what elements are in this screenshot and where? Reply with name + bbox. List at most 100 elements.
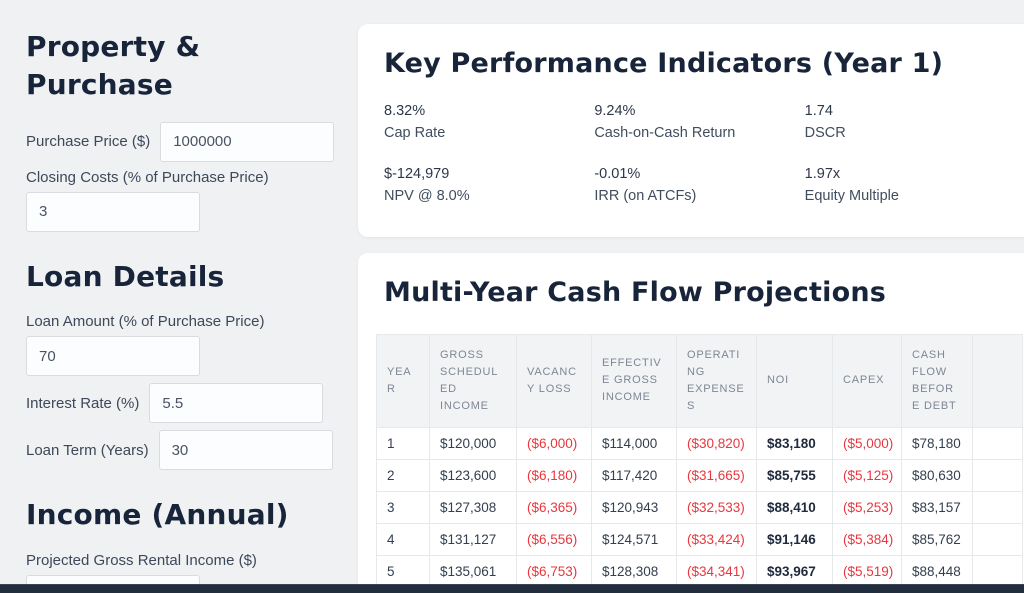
cell-gross-scheduled-income: $135,061 bbox=[429, 554, 517, 588]
cell-effective-gross-income: $128,308 bbox=[591, 554, 677, 588]
cell-clipped bbox=[972, 426, 1023, 460]
table-row-year-2: 2 $123,600 ($6,180) $117,420 ($31,665) $… bbox=[376, 458, 1023, 492]
cell-year: 1 bbox=[376, 426, 430, 460]
cell-year: 3 bbox=[376, 490, 430, 524]
cell-capex: ($5,253) bbox=[832, 490, 902, 524]
cell-operating-expenses: ($34,341) bbox=[676, 554, 757, 588]
cell-capex: ($5,519) bbox=[832, 554, 902, 588]
section-title-property-purchase: Property & Purchase bbox=[26, 30, 201, 101]
cell-clipped bbox=[972, 554, 1023, 588]
col-header-vacancy-loss: VACANCY LOSS bbox=[516, 333, 592, 428]
results-column: Key Performance Indicators (Year 1) 8.32… bbox=[358, 0, 1024, 593]
table-row-year-1: 1 $120,000 ($6,000) $114,000 ($30,820) $… bbox=[376, 426, 1023, 460]
field-loan-amount: Loan Amount (% of Purchase Price) bbox=[26, 313, 328, 377]
cell-effective-gross-income: $114,000 bbox=[591, 426, 677, 460]
projections-card: Multi-Year Cash Flow Projections YEAR GR… bbox=[358, 252, 1024, 593]
kpi-cash-on-cash: 9.24% Cash-on-Cash Return bbox=[594, 101, 804, 144]
table-row-year-3: 3 $127,308 ($6,365) $120,943 ($32,533) $… bbox=[376, 490, 1023, 524]
cell-operating-expenses: ($33,424) bbox=[676, 522, 757, 556]
closing-costs-input[interactable] bbox=[26, 191, 200, 232]
cell-gross-scheduled-income: $123,600 bbox=[429, 458, 517, 492]
section-title-income-annual: Income (Annual) bbox=[26, 498, 289, 532]
kpi-card: Key Performance Indicators (Year 1) 8.32… bbox=[358, 24, 1024, 237]
cell-noi: $93,967 bbox=[756, 554, 833, 588]
kpi-value: 1.97x bbox=[804, 165, 841, 182]
loan-amount-label: Loan Amount (% of Purchase Price) bbox=[26, 313, 265, 331]
cell-cash-flow-before-debt: $85,762 bbox=[901, 522, 973, 556]
cell-clipped bbox=[972, 490, 1023, 524]
interest-rate-label: Interest Rate (%) bbox=[26, 394, 140, 412]
loan-amount-input[interactable] bbox=[26, 336, 200, 377]
cell-clipped bbox=[972, 522, 1023, 556]
kpi-value: 8.32% bbox=[384, 103, 426, 119]
projections-table-scroll-area[interactable]: YEAR GROSS SCHEDULED INCOME VACANCY LOSS… bbox=[376, 333, 1023, 593]
field-purchase-price: Purchase Price ($) bbox=[26, 121, 335, 162]
loan-term-input[interactable] bbox=[158, 430, 333, 471]
col-header-cash-flow-before-debt: CASH FLOW BEFORE DEBT bbox=[901, 333, 973, 428]
cell-vacancy-loss: ($6,365) bbox=[516, 490, 592, 524]
cell-cash-flow-before-debt: $88,448 bbox=[901, 554, 973, 588]
cell-clipped bbox=[972, 458, 1023, 492]
kpi-cap-rate: 8.32% Cap Rate bbox=[384, 101, 594, 144]
cell-capex: ($5,384) bbox=[832, 522, 902, 556]
kpi-value: 9.24% bbox=[594, 103, 636, 119]
cell-capex: ($5,125) bbox=[832, 458, 902, 492]
cell-operating-expenses: ($32,533) bbox=[676, 490, 757, 524]
cell-vacancy-loss: ($6,180) bbox=[516, 458, 592, 492]
kpi-label: Cash-on-Cash Return bbox=[594, 124, 736, 141]
kpi-equity-multiple: 1.97x Equity Multiple bbox=[805, 164, 1015, 207]
kpi-value: -0.01% bbox=[594, 165, 641, 182]
cell-operating-expenses: ($31,665) bbox=[676, 458, 757, 492]
kpi-label: IRR (on ATCFs) bbox=[594, 187, 697, 204]
kpi-value: 1.74 bbox=[804, 103, 833, 119]
table-header-row: YEAR GROSS SCHEDULED INCOME VACANCY LOSS… bbox=[376, 333, 1023, 428]
col-header-effective-gross-income: EFFECTIVE GROSS INCOME bbox=[591, 333, 677, 428]
kpi-label: DSCR bbox=[804, 124, 846, 141]
purchase-price-label: Purchase Price ($) bbox=[26, 133, 151, 151]
projections-table: YEAR GROSS SCHEDULED INCOME VACANCY LOSS… bbox=[376, 333, 1023, 593]
table-row-year-4: 4 $131,127 ($6,556) $124,571 ($33,424) $… bbox=[376, 522, 1023, 556]
cell-gross-scheduled-income: $127,308 bbox=[429, 490, 517, 524]
cell-effective-gross-income: $117,420 bbox=[591, 458, 677, 492]
col-header-noi: NOI bbox=[756, 333, 833, 428]
kpi-value: $-124,979 bbox=[384, 165, 450, 182]
cell-year: 2 bbox=[376, 458, 430, 492]
inputs-panel: Property & Purchase Purchase Price ($) C… bbox=[0, 0, 358, 593]
cell-cash-flow-before-debt: $78,180 bbox=[901, 426, 973, 460]
interest-rate-input[interactable] bbox=[149, 383, 324, 424]
col-header-year: YEAR bbox=[376, 333, 430, 428]
kpi-grid: 8.32% Cap Rate 9.24% Cash-on-Cash Return… bbox=[384, 101, 1015, 213]
horizontal-scrollbar[interactable] bbox=[0, 584, 1024, 593]
cell-year: 5 bbox=[376, 554, 430, 588]
gross-rental-income-label: Projected Gross Rental Income ($) bbox=[26, 552, 257, 570]
kpi-label: Cap Rate bbox=[384, 124, 446, 141]
cell-cash-flow-before-debt: $80,630 bbox=[901, 458, 973, 492]
cell-vacancy-loss: ($6,753) bbox=[516, 554, 592, 588]
cell-effective-gross-income: $124,571 bbox=[591, 522, 677, 556]
kpi-label: NPV @ 8.0% bbox=[384, 187, 470, 204]
kpi-irr: -0.01% IRR (on ATCFs) bbox=[594, 164, 804, 207]
cell-effective-gross-income: $120,943 bbox=[591, 490, 677, 524]
cell-cash-flow-before-debt: $83,157 bbox=[901, 490, 973, 524]
kpi-dscr: 1.74 DSCR bbox=[805, 101, 1015, 144]
kpi-npv: $-124,979 NPV @ 8.0% bbox=[384, 164, 594, 207]
loan-term-label: Loan Term (Years) bbox=[26, 441, 149, 459]
cell-noi: $85,755 bbox=[756, 458, 833, 492]
cell-noi: $83,180 bbox=[756, 426, 833, 460]
cell-operating-expenses: ($30,820) bbox=[676, 426, 757, 460]
projections-card-title: Multi-Year Cash Flow Projections bbox=[384, 276, 887, 308]
purchase-price-input[interactable] bbox=[160, 121, 335, 162]
col-header-operating-expenses: OPERATING EXPENSES bbox=[676, 333, 757, 428]
col-header-gross-scheduled-income: GROSS SCHEDULED INCOME bbox=[429, 333, 517, 428]
kpi-card-title: Key Performance Indicators (Year 1) bbox=[384, 48, 944, 79]
cell-gross-scheduled-income: $120,000 bbox=[429, 426, 517, 460]
field-loan-term: Loan Term (Years) bbox=[26, 430, 333, 471]
cell-noi: $91,146 bbox=[756, 522, 833, 556]
field-interest-rate: Interest Rate (%) bbox=[26, 383, 328, 424]
field-closing-costs: Closing Costs (% of Purchase Price) bbox=[26, 169, 328, 232]
cell-gross-scheduled-income: $131,127 bbox=[429, 522, 517, 556]
table-row-year-5: 5 $135,061 ($6,753) $128,308 ($34,341) $… bbox=[376, 554, 1023, 588]
closing-costs-label: Closing Costs (% of Purchase Price) bbox=[26, 168, 269, 186]
col-header-clipped bbox=[972, 333, 1023, 428]
col-header-capex: CAPEX bbox=[832, 333, 902, 428]
